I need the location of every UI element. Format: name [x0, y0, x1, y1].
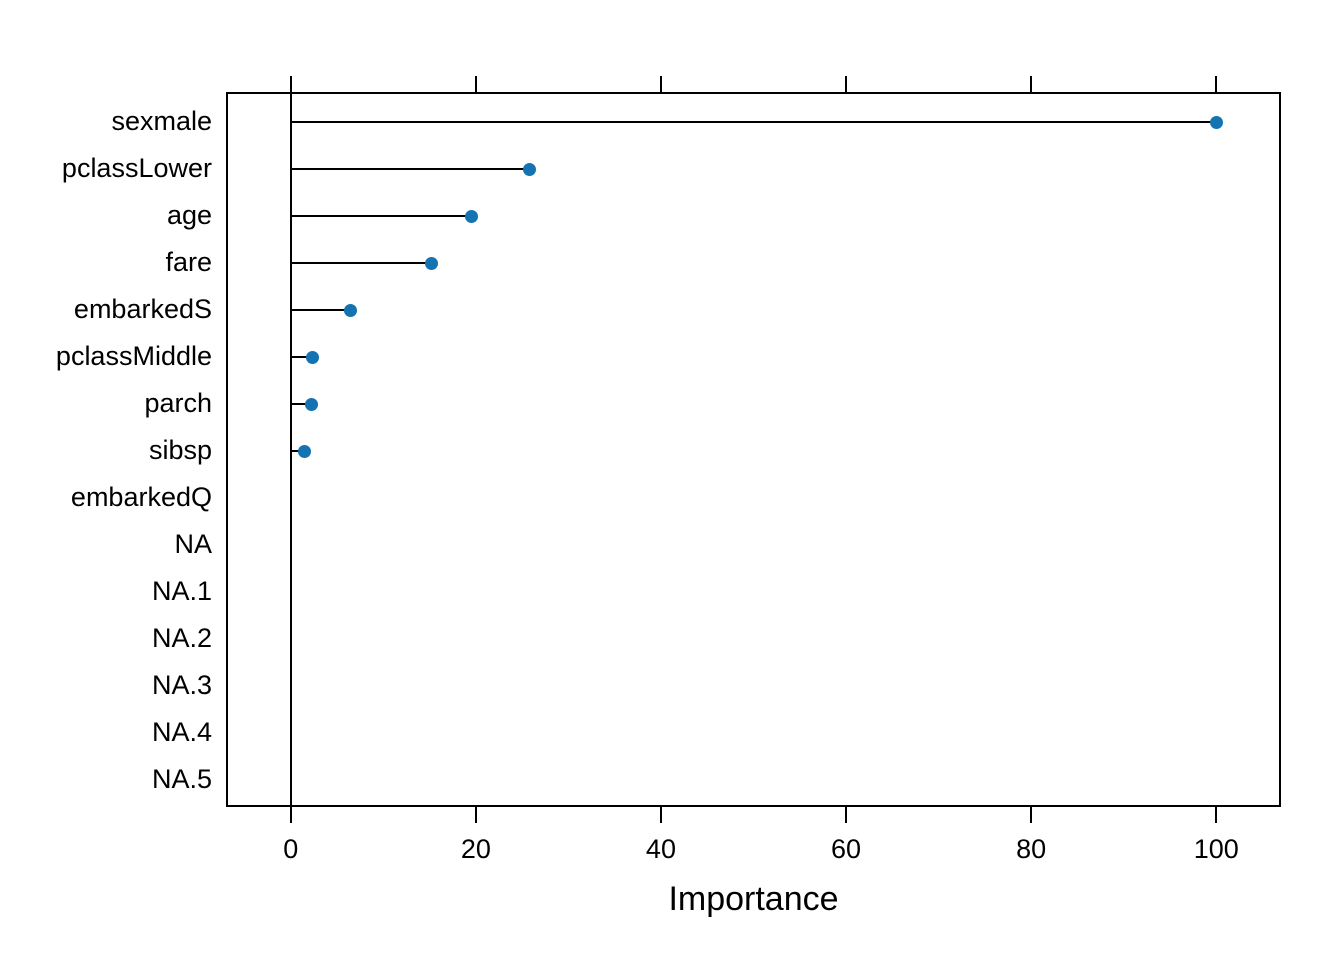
data-point — [298, 444, 312, 458]
y-axis-label: NA.1 — [151, 575, 212, 606]
y-axis-label: embarkedQ — [70, 481, 212, 512]
data-point — [523, 162, 537, 176]
y-axis-label: embarkedS — [73, 293, 212, 324]
x-tick-bottom — [845, 807, 848, 823]
y-axis-label: parch — [144, 387, 212, 418]
y-axis-label: NA.2 — [151, 622, 212, 653]
x-tick-label: 100 — [1193, 834, 1239, 864]
lollipop-stem — [290, 168, 530, 170]
y-axis-label: NA.3 — [151, 669, 212, 700]
x-tick-top — [659, 76, 662, 92]
plot-box — [226, 92, 1281, 807]
zero-reference-line — [289, 92, 292, 807]
y-axis-label: NA.4 — [151, 716, 212, 747]
x-tick-label: 80 — [1016, 834, 1047, 864]
x-tick-top — [845, 76, 848, 92]
x-tick-bottom — [1030, 807, 1033, 823]
lollipop-stem — [290, 309, 351, 311]
y-axis-label: sexmale — [111, 105, 212, 136]
data-point — [424, 256, 438, 270]
data-point — [306, 350, 320, 364]
lollipop-stem — [290, 121, 1217, 123]
x-tick-top — [1030, 76, 1033, 92]
y-axis-label: age — [166, 199, 212, 230]
data-point — [344, 303, 358, 317]
y-axis-label: sibsp — [148, 434, 212, 465]
data-point — [464, 209, 478, 223]
y-axis-label: NA.5 — [151, 763, 212, 794]
x-tick-bottom — [1215, 807, 1218, 823]
y-axis-label: NA — [174, 528, 212, 559]
lollipop-stem — [290, 262, 432, 264]
x-tick-top — [474, 76, 477, 92]
y-axis-label: fare — [165, 246, 212, 277]
x-tick-top — [289, 76, 292, 92]
x-tick-bottom — [289, 807, 292, 823]
x-tick-bottom — [474, 807, 477, 823]
data-point — [1209, 115, 1223, 129]
x-tick-label: 60 — [831, 834, 862, 864]
y-axis-label: pclassLower — [61, 152, 212, 183]
lollipop-stem — [290, 403, 312, 405]
x-tick-label: 20 — [460, 834, 491, 864]
lollipop-stem — [290, 450, 305, 452]
x-tick-label: 0 — [283, 834, 299, 864]
x-axis-title: Importance — [668, 880, 839, 918]
x-tick-bottom — [659, 807, 662, 823]
x-tick-top — [1215, 76, 1218, 92]
y-axis-label: pclassMiddle — [55, 340, 212, 371]
x-tick-label: 40 — [645, 834, 676, 864]
lollipop-stem — [290, 356, 313, 358]
data-point — [304, 397, 318, 411]
lollipop-stem — [290, 215, 472, 217]
